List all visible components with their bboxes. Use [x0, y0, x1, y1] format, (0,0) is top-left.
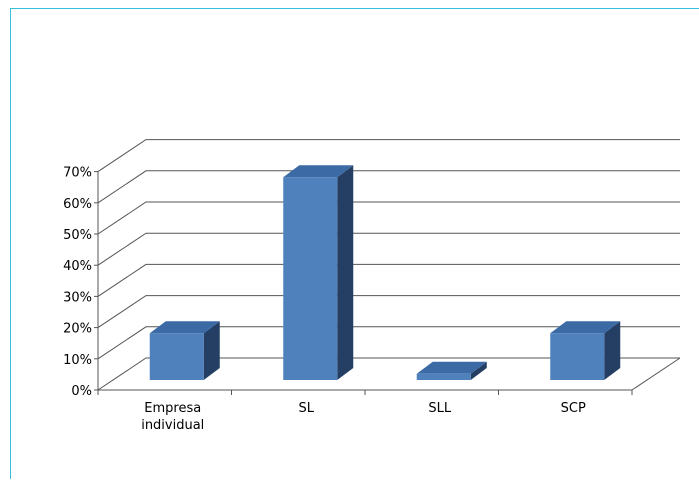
y-tick-label: 60% [63, 197, 92, 212]
x-category-label: SL [299, 401, 315, 416]
bar-front-face [149, 333, 204, 380]
bar-side-face [470, 361, 487, 380]
bar-side-face [337, 165, 354, 380]
bar-top-face [149, 321, 220, 334]
gridlines [94, 139, 680, 391]
bar-front-face [550, 333, 605, 380]
y-tick-label: 0% [71, 384, 92, 399]
bar-sl [283, 165, 354, 380]
x-category-label-line: Empresa [144, 401, 201, 416]
x-axis-category-labels: Empresa individual SL SLL SCP [141, 401, 586, 433]
gridline-0 [97, 357, 680, 391]
gridline-30 [97, 263, 680, 297]
x-category-label: SCP [561, 401, 586, 416]
chart-frame [10, 8, 699, 479]
gridline-50 [97, 201, 680, 235]
gridline-40 [97, 232, 680, 266]
bar-front-face [416, 373, 471, 380]
x-category-label: SLL [428, 401, 451, 416]
x-category-label-line: SCP [561, 401, 586, 416]
bar-top-face [283, 165, 354, 178]
bar-top-face [550, 321, 621, 334]
gridline-10 [97, 326, 680, 360]
chart-walls [97, 171, 681, 395]
y-tick-label: 30% [63, 290, 92, 305]
x-category-label-line: SLL [428, 401, 451, 416]
bar-top-face [416, 361, 487, 374]
bar-sll [416, 361, 487, 380]
bar-side-face [203, 321, 220, 380]
gridline-20 [97, 295, 680, 329]
x-category-label-line: SL [299, 401, 315, 416]
bar-side-face [604, 321, 621, 380]
bar-front-face [283, 177, 338, 380]
y-tick-label: 70% [63, 166, 92, 181]
y-axis-tick-labels: 0% 10% 20% 30% 40% 50% 60% 70% [63, 166, 92, 399]
y-tick-label: 10% [63, 353, 92, 368]
x-category-label-line: individual [141, 418, 204, 433]
gridline-70 [97, 139, 680, 173]
x-category-label: Empresa individual [141, 401, 204, 433]
y-tick-label: 20% [63, 322, 92, 337]
y-tick-label: 50% [63, 228, 92, 243]
y-tick-label: 40% [63, 259, 92, 274]
gridline-60 [97, 170, 680, 204]
floor-right-edge [631, 357, 681, 391]
bars [149, 165, 621, 380]
bar-scp [550, 321, 621, 380]
bar-empresa-individual [149, 321, 220, 380]
